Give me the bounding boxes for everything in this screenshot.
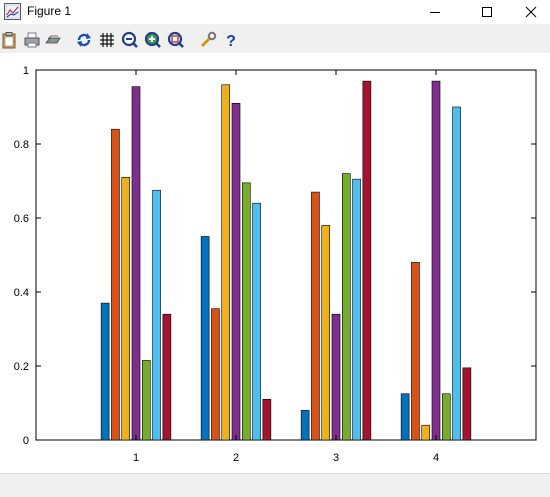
- bar-series-2-cat-3: [311, 191, 320, 441]
- paste-icon: [2, 32, 16, 49]
- y-tick-label: 0.2: [14, 361, 29, 373]
- bar-series-4-cat-2: [231, 103, 241, 441]
- close-button[interactable]: [508, 0, 550, 24]
- help-icon: ?: [226, 33, 236, 49]
- bar-series-5-cat-4: [441, 393, 451, 441]
- settings-button[interactable]: [198, 30, 218, 50]
- bar-series-5-cat-3: [341, 173, 351, 441]
- bar-series-4-cat-4: [431, 80, 441, 441]
- bar-series-1-cat-4: [400, 393, 410, 441]
- grid-icon: [100, 33, 114, 47]
- zoom-in-icon: [144, 31, 161, 48]
- bar-series-1-cat-3: [300, 410, 310, 441]
- title-bar: Figure 1: [0, 0, 550, 25]
- maximize-button[interactable]: [464, 0, 510, 24]
- bar-series-6-cat-1: [152, 189, 161, 441]
- bar-series-4-cat-3: [331, 313, 341, 441]
- y-tick-label: 0.4: [14, 287, 29, 299]
- y-tick-label: 0.6: [14, 213, 29, 225]
- open-icon: [45, 35, 61, 44]
- bar-series-5-cat-2: [241, 182, 251, 441]
- rotate-button[interactable]: [74, 30, 94, 50]
- help-button[interactable]: ?: [221, 30, 241, 50]
- bar-series-2-cat-1: [111, 128, 120, 441]
- figure-toolbar: ?: [0, 25, 550, 53]
- y-tick-label: 0: [23, 435, 29, 447]
- minimize-icon: [430, 12, 440, 13]
- bar-series-3-cat-3: [321, 225, 331, 441]
- zoom-out-icon: [121, 31, 138, 48]
- bar-chart: 0 0.2 0.4 0.6 0.8 1 1 2 3 4: [14, 65, 537, 464]
- close-icon: [525, 6, 537, 18]
- bar-series-6-cat-4: [452, 106, 461, 441]
- bar-series-5-cat-1: [141, 360, 151, 441]
- ticks-group: 0 0.2 0.4 0.6 0.8 1 1 2 3 4: [14, 65, 536, 464]
- x-tick-label: 3: [333, 452, 339, 464]
- zoom-fit-icon: [167, 31, 184, 48]
- bar-series-2-cat-4: [411, 262, 420, 441]
- paste-button[interactable]: [0, 30, 20, 50]
- bars-group: [100, 80, 472, 441]
- open-button[interactable]: [43, 30, 63, 50]
- bar-series-7-cat-4: [462, 367, 472, 441]
- bar-series-1-cat-1: [100, 302, 110, 441]
- plot-area: 0 0.2 0.4 0.6 0.8 1 1 2 3 4: [0, 53, 550, 473]
- grid-button[interactable]: [97, 30, 117, 50]
- y-tick-label: 1: [23, 65, 29, 77]
- bar-series-1-cat-2: [200, 236, 210, 441]
- print-button[interactable]: [22, 30, 42, 50]
- status-bar: [0, 473, 550, 497]
- window-title: Figure 1: [27, 4, 72, 18]
- zoom-out-button[interactable]: [120, 30, 140, 50]
- y-tick-label: 0.8: [14, 139, 29, 151]
- bar-series-2-cat-2: [211, 308, 220, 441]
- bar-series-3-cat-1: [121, 177, 131, 441]
- axes-box: [35, 69, 537, 441]
- bar-series-4-cat-1: [131, 86, 141, 441]
- svg-text:?: ?: [226, 33, 236, 49]
- x-tick-label: 4: [433, 452, 439, 464]
- bar-series-6-cat-3: [352, 178, 361, 441]
- bar-series-6-cat-2: [252, 202, 261, 441]
- bar-series-7-cat-3: [362, 80, 372, 441]
- x-tick-label: 2: [233, 452, 239, 464]
- zoom-fit-button[interactable]: [166, 30, 186, 50]
- figure-app-icon: [4, 3, 21, 20]
- bar-series-3-cat-2: [221, 84, 231, 441]
- x-tick-label: 1: [133, 452, 139, 464]
- minimize-button[interactable]: [412, 0, 458, 24]
- bar-series-3-cat-4: [421, 424, 431, 441]
- rotate-icon: [77, 33, 91, 47]
- maximize-icon: [482, 7, 492, 17]
- settings-icon: [200, 31, 217, 48]
- bar-series-7-cat-1: [162, 313, 172, 441]
- zoom-in-button[interactable]: [143, 30, 163, 50]
- print-icon: [24, 32, 40, 48]
- bar-series-7-cat-2: [262, 398, 272, 441]
